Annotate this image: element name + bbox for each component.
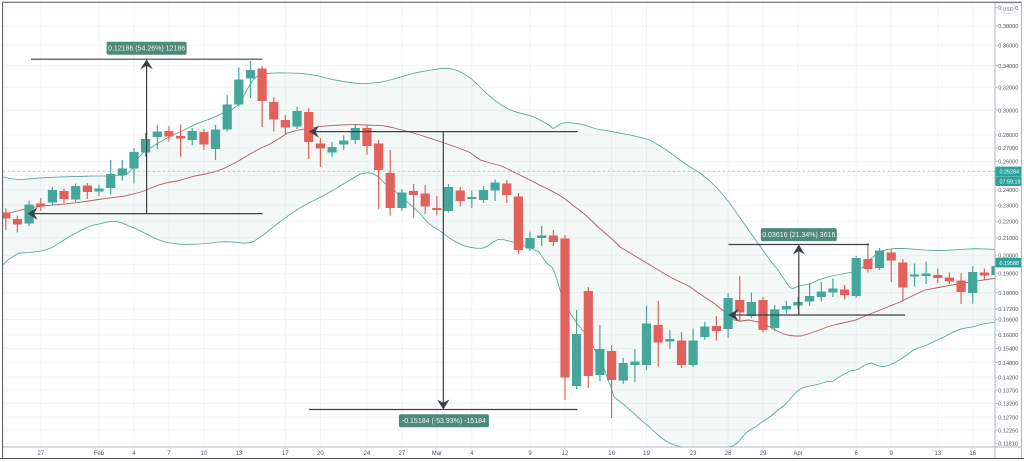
svg-text:16: 16 — [969, 451, 976, 457]
svg-text:17: 17 — [282, 451, 289, 457]
svg-text:0.22000: 0.22000 — [998, 219, 1018, 225]
svg-text:13: 13 — [934, 451, 941, 457]
svg-text:07:59:19: 07:59:19 — [1000, 179, 1021, 185]
svg-text:27: 27 — [37, 451, 44, 457]
svg-text:0.17200: 0.17200 — [998, 307, 1018, 313]
svg-text:24: 24 — [364, 451, 371, 457]
svg-text:0.36000: 0.36000 — [998, 44, 1018, 50]
svg-text:0.38000: 0.38000 — [998, 24, 1018, 30]
svg-text:9: 9 — [528, 451, 532, 457]
svg-text:0.14800: 0.14800 — [998, 361, 1018, 367]
svg-text:26: 26 — [725, 451, 732, 457]
svg-text:0.12700: 0.12700 — [998, 415, 1018, 421]
svg-text:27: 27 — [399, 451, 406, 457]
svg-text:0.14200: 0.14200 — [998, 376, 1018, 382]
svg-text:Apr: Apr — [793, 451, 802, 457]
svg-text:4: 4 — [470, 451, 474, 457]
svg-text:0.15400: 0.15400 — [998, 347, 1018, 353]
svg-text:0.23000: 0.23000 — [998, 203, 1018, 209]
svg-text:19: 19 — [643, 451, 650, 457]
svg-text:4: 4 — [132, 451, 136, 457]
svg-text:0.27000: 0.27000 — [998, 146, 1018, 152]
svg-text:0.28000: 0.28000 — [998, 133, 1018, 139]
svg-text:20: 20 — [317, 451, 324, 457]
svg-text:0.16000: 0.16000 — [998, 333, 1018, 339]
svg-text:0.21000: 0.21000 — [998, 236, 1018, 242]
svg-text:29: 29 — [760, 451, 767, 457]
svg-text:-0.15184 (-53.93%) -15184: -0.15184 (-53.93%) -15184 — [402, 418, 486, 425]
svg-text:Feb: Feb — [94, 451, 105, 457]
svg-text:13: 13 — [235, 451, 242, 457]
svg-text:0.03616 (21.34%) 3616: 0.03616 (21.34%) 3616 — [762, 232, 835, 239]
svg-text:9: 9 — [890, 451, 894, 457]
svg-text:0.16600: 0.16600 — [998, 318, 1018, 324]
svg-text:0.19588: 0.19588 — [1000, 261, 1020, 267]
svg-text:0.11810: 0.11810 — [998, 441, 1018, 447]
svg-text:0.13700: 0.13700 — [998, 388, 1018, 394]
svg-text:0.32000: 0.32000 — [998, 86, 1018, 92]
svg-text:0.13200: 0.13200 — [998, 402, 1018, 408]
svg-text:7: 7 — [167, 451, 171, 457]
svg-text:0.20000: 0.20000 — [998, 253, 1018, 259]
svg-text:0.12186 (54.26%) 12186: 0.12186 (54.26%) 12186 — [108, 46, 185, 53]
svg-text:0.34000: 0.34000 — [998, 64, 1018, 70]
svg-text:0.18000: 0.18000 — [998, 291, 1018, 297]
svg-text:Mar: Mar — [432, 451, 442, 457]
svg-text:0.30000: 0.30000 — [998, 109, 1018, 115]
svg-text:0.12250: 0.12250 — [998, 428, 1018, 434]
svg-text:12: 12 — [562, 451, 569, 457]
svg-text:16: 16 — [608, 451, 615, 457]
svg-text:0.26000: 0.26000 — [998, 160, 1018, 166]
svg-text:0.19000: 0.19000 — [998, 272, 1018, 278]
svg-text:10: 10 — [201, 451, 208, 457]
svg-text:0.24000: 0.24000 — [998, 188, 1018, 194]
svg-text:23: 23 — [690, 451, 697, 457]
svg-text:6: 6 — [855, 451, 859, 457]
svg-text:0.25284: 0.25284 — [1000, 170, 1020, 176]
svg-text:USD: USD — [1003, 7, 1014, 13]
